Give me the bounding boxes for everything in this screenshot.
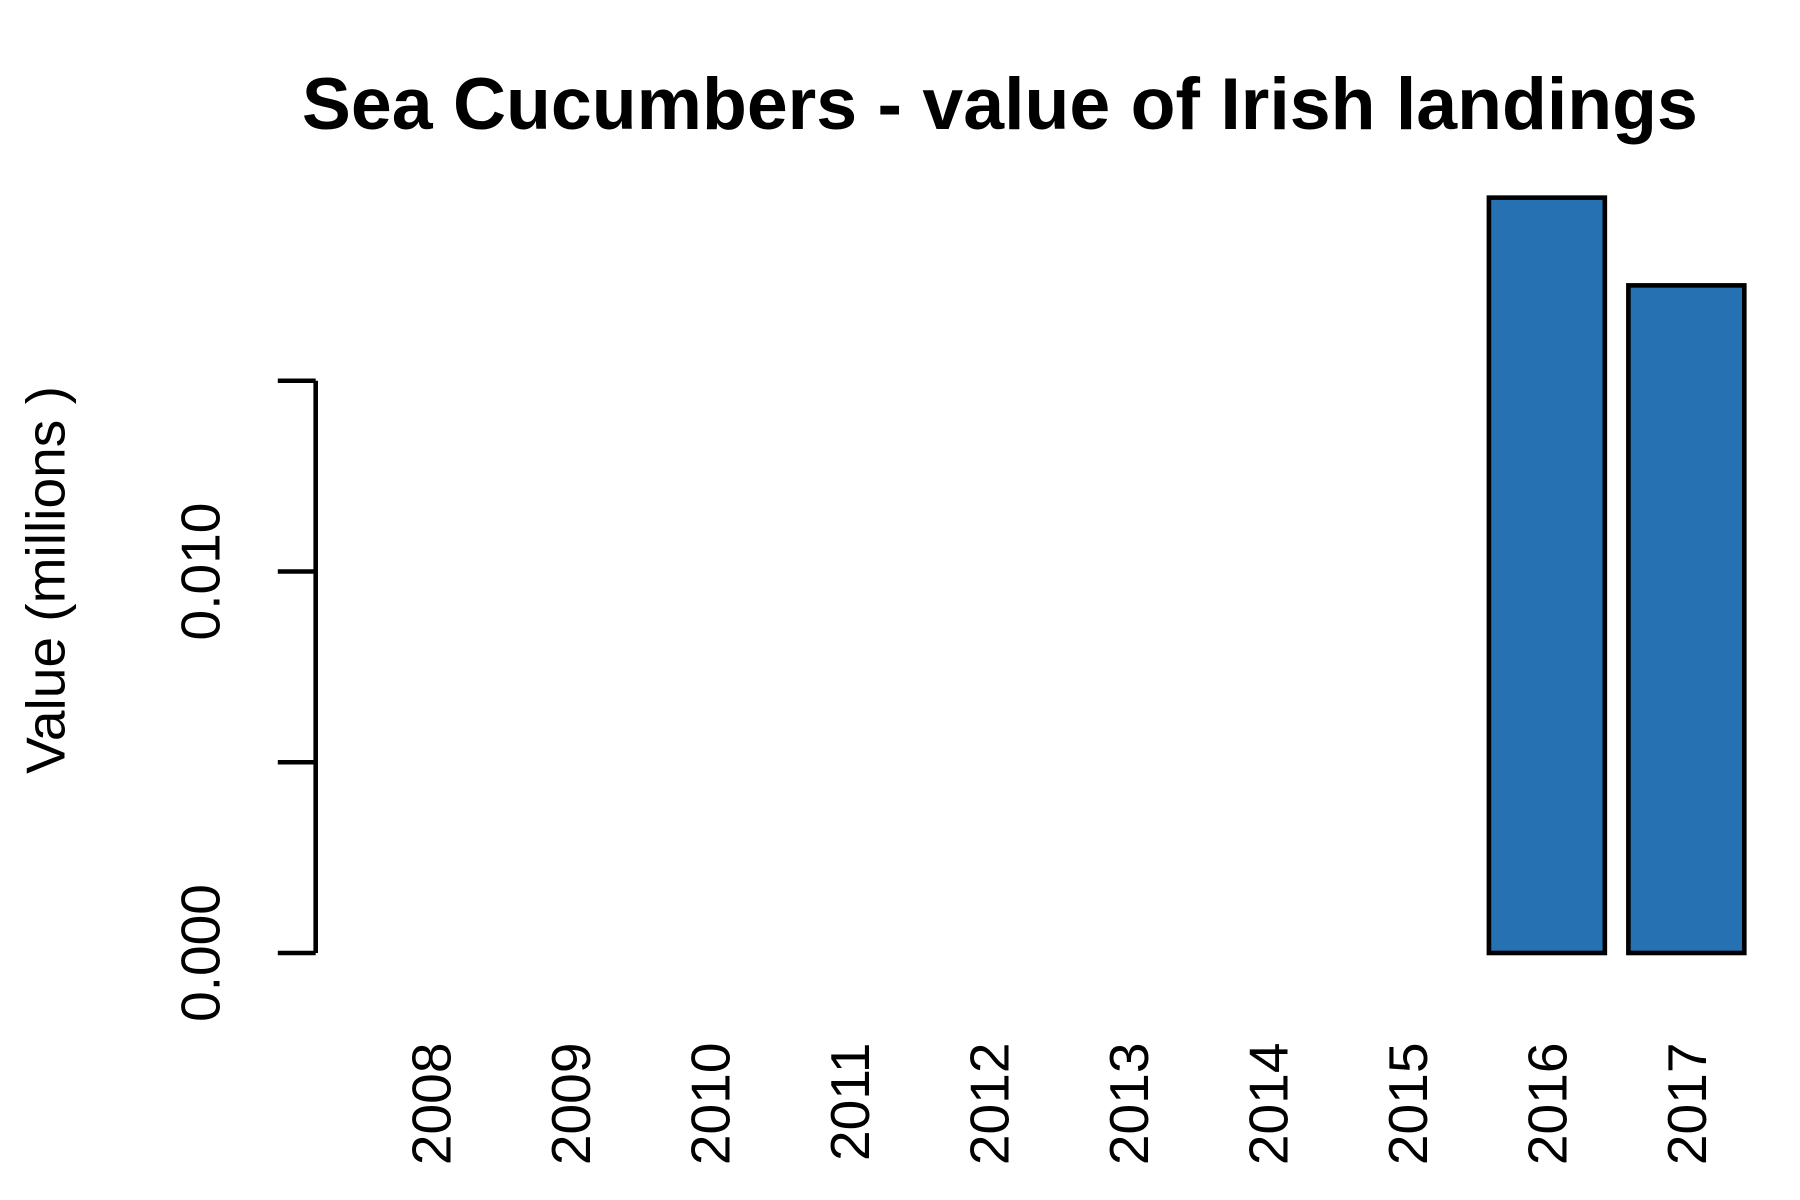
x-tick-label: 2015 bbox=[1377, 1043, 1439, 1166]
y-tick-label: 0.000 bbox=[169, 884, 231, 1022]
y-tick-label: 0.010 bbox=[169, 503, 231, 641]
bar bbox=[1626, 283, 1747, 956]
x-tick-label: 2016 bbox=[1516, 1043, 1578, 1166]
x-tick-label: 2010 bbox=[680, 1043, 742, 1166]
x-tick-label: 2011 bbox=[819, 1043, 881, 1161]
x-tick-label: 2009 bbox=[540, 1043, 602, 1166]
x-tick-label: 2013 bbox=[1098, 1043, 1160, 1166]
chart-title: Sea Cucumbers - value of Irish landings bbox=[302, 62, 1698, 145]
x-tick-label: 2012 bbox=[958, 1043, 1020, 1166]
x-tick-label: 2014 bbox=[1237, 1043, 1299, 1166]
x-tick-label: 2008 bbox=[401, 1043, 463, 1166]
x-tick-label: 2017 bbox=[1656, 1043, 1718, 1166]
y-axis-label: Value (millions ) bbox=[14, 386, 76, 774]
bar bbox=[1486, 195, 1608, 956]
